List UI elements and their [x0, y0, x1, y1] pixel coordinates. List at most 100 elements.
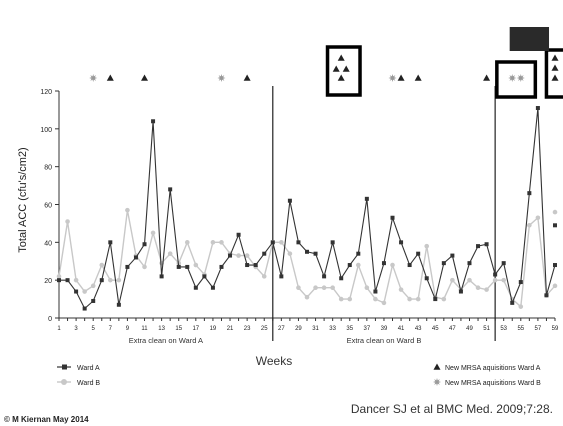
data-point [527, 191, 532, 196]
data-point [219, 240, 224, 245]
x-tick-label: 51 [483, 326, 490, 332]
x-tick-label: 45 [432, 326, 439, 332]
mrsa-ward-a-marker [397, 74, 405, 81]
legend-marker-b [61, 379, 67, 385]
mrsa-ward-a-marker [243, 74, 251, 81]
data-point [287, 198, 292, 203]
x-tick-label: 47 [449, 326, 456, 332]
mrsa-ward-b-marker [516, 74, 525, 82]
y-tick-label: 60 [44, 203, 52, 210]
x-tick-label: 17 [192, 326, 199, 332]
data-point [236, 232, 241, 237]
mrsa-ward-b-marker [89, 74, 98, 82]
y-tick-label: 0 [48, 316, 52, 323]
data-point [322, 274, 327, 279]
legend: Ward A Ward B New MRSA aquisitions Ward A N… [57, 364, 541, 387]
data-point [424, 243, 430, 249]
data-point [484, 287, 489, 292]
data-point [82, 306, 87, 311]
mrsa-ward-a-marker [483, 74, 491, 81]
x-tick-label: 55 [517, 326, 524, 332]
data-point [116, 277, 122, 283]
legend-label-ward-b: Ward B [77, 380, 100, 387]
data-point [441, 296, 447, 302]
x-tick-label: 13 [158, 326, 165, 332]
x-tick-label: 19 [210, 326, 217, 332]
data-point [475, 285, 481, 291]
x-tick-label: 57 [535, 326, 542, 332]
data-point [364, 196, 369, 201]
series-line [59, 107, 556, 310]
data-point [91, 298, 96, 303]
series-line [58, 210, 556, 309]
data-point [373, 296, 378, 302]
x-tick-label: 21 [227, 326, 234, 332]
mrsa-ward-a-marker [332, 65, 340, 72]
dark-tab [509, 27, 550, 51]
data-point [125, 264, 130, 269]
data-point [347, 263, 352, 268]
x-tick-label: 3 [74, 326, 78, 332]
series-ward-a [57, 106, 557, 311]
data-point [193, 262, 199, 268]
data-point [82, 289, 87, 294]
x-tick-label: 59 [552, 326, 559, 332]
data-point [407, 263, 412, 268]
data-point [390, 215, 395, 220]
legend-mrsa-b-marker [433, 378, 441, 386]
data-point [381, 261, 386, 266]
data-point [553, 223, 557, 228]
y-axis-label: Total ACC (cfu's/cm2) [17, 147, 29, 252]
data-point [347, 296, 353, 302]
data-point [458, 289, 463, 294]
acquisition-markers [89, 54, 559, 386]
data-point [262, 251, 267, 256]
data-point [261, 274, 267, 279]
data-point [527, 223, 532, 228]
x-tick-label: 49 [466, 326, 473, 332]
data-point [492, 277, 498, 283]
data-point [493, 272, 498, 277]
data-point [193, 285, 198, 290]
legend-mrsa-a-marker [433, 363, 441, 370]
data-point [287, 251, 293, 256]
data-point [518, 304, 524, 309]
data-point [415, 296, 421, 302]
x-tick-label: 15 [175, 326, 182, 332]
data-point [535, 106, 540, 111]
legend-label-ward-a: Ward A [77, 365, 100, 372]
y-tick-label: 80 [44, 165, 52, 172]
x-tick-label: 31 [312, 326, 319, 332]
data-point [441, 261, 446, 266]
data-point [185, 264, 190, 269]
data-point [167, 251, 173, 256]
y-tick-label: 20 [44, 278, 52, 285]
x-tick-label: 7 [109, 326, 113, 332]
data-point [73, 277, 79, 283]
data-point [356, 251, 361, 256]
data-point [219, 264, 224, 269]
data-point [90, 283, 96, 289]
data-point [381, 300, 387, 306]
data-point [313, 285, 318, 291]
data-point [99, 262, 105, 268]
mrsa-ward-a-marker [551, 64, 559, 71]
data-point [553, 263, 557, 268]
data-point [467, 277, 472, 283]
x-tick-label: 53 [500, 326, 507, 332]
data-point [159, 274, 164, 279]
period-label: Extra clean on Ward B [347, 336, 422, 345]
data-point [552, 283, 558, 289]
data-point [510, 300, 515, 305]
credit-text: © M Kiernan May 2014 [4, 415, 89, 424]
x-tick-label: 35 [346, 326, 353, 332]
data-point [330, 240, 335, 245]
data-point [450, 277, 455, 283]
x-tick-label: 23 [244, 326, 251, 332]
legend-marker-a [62, 364, 67, 370]
data-point [176, 264, 181, 269]
data-point [168, 187, 173, 192]
data-point [305, 249, 309, 254]
